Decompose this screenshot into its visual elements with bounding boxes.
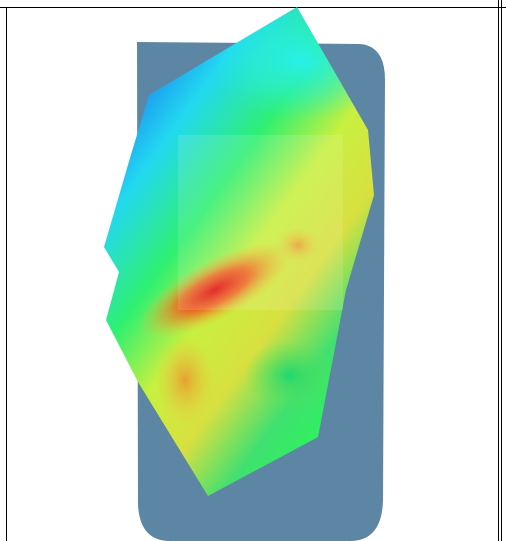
heatmap-warm-spot — [155, 335, 215, 425]
overlay-square — [178, 135, 343, 310]
heatmap-warm-spot — [276, 227, 320, 263]
heatmap-cool-spot — [245, 340, 335, 410]
heatmap-hotspot — [138, 242, 292, 338]
